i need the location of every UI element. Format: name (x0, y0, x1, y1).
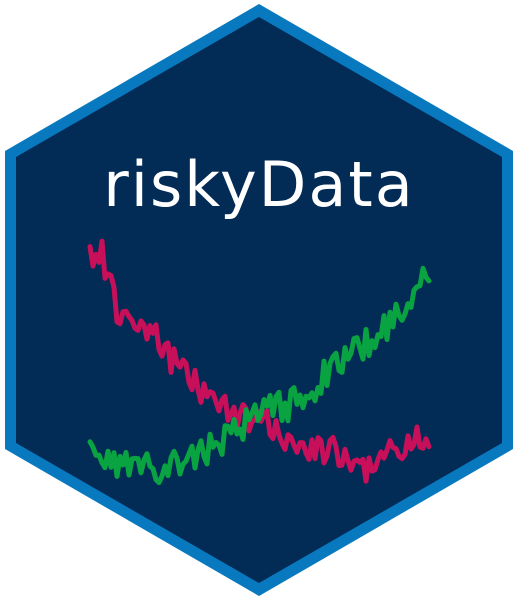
logo-title: riskyData (103, 148, 414, 221)
hex-background (16, 17, 502, 583)
rising-series-line (87, 265, 432, 486)
